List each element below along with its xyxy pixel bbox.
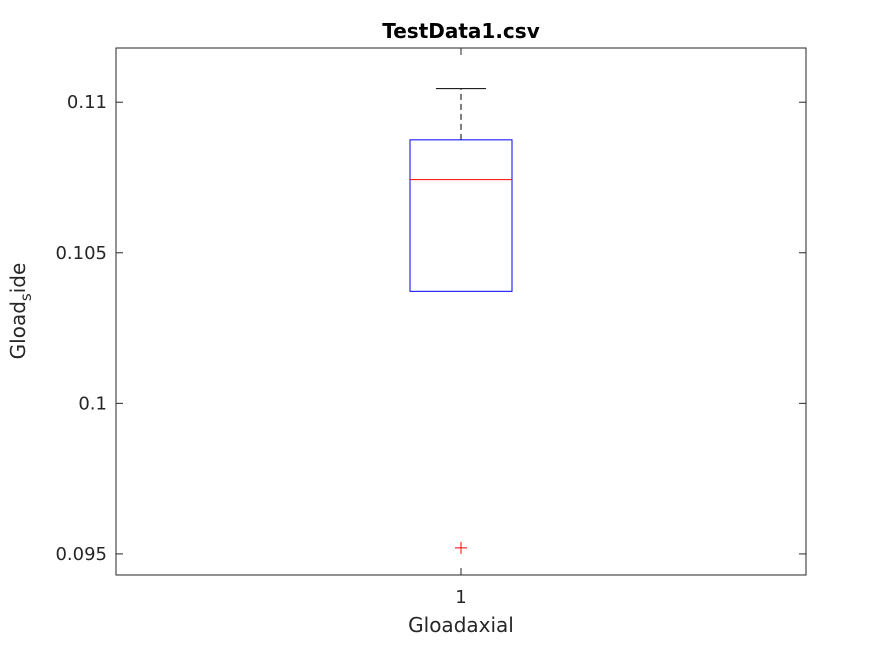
x-axis-label: Gloadaxial <box>408 613 514 637</box>
x-tick-label: 1 <box>455 587 466 608</box>
y-tick-label: 0.095 <box>55 544 107 565</box>
y-axis-label: Gloadside <box>6 263 35 360</box>
boxplot-series <box>409 88 513 554</box>
outlier-marker <box>455 541 467 554</box>
y-tick-label: 0.1 <box>78 393 107 414</box>
box-iqr <box>409 139 513 292</box>
x-axis-ticks: 1 <box>455 48 467 608</box>
y-axis-label-rest: ide <box>6 263 30 294</box>
chart-title: TestData1.csv <box>382 19 539 43</box>
y-axis-ticks: 0.095 0.1 0.105 0.11 <box>55 92 806 565</box>
y-axis-label-base: Gload <box>6 301 30 359</box>
y-tick-label: 0.105 <box>55 243 107 264</box>
y-tick-label: 0.11 <box>67 92 107 113</box>
y-axis-label-subscript: s <box>17 293 35 301</box>
